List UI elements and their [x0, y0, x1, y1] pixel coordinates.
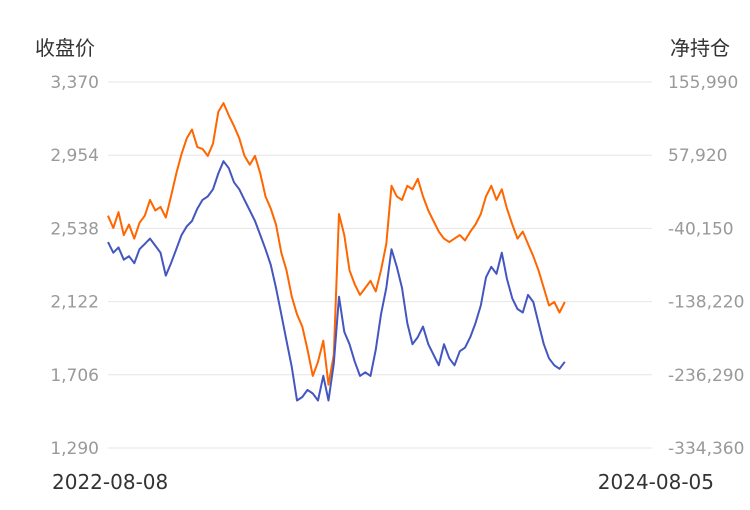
- series-line-1: [107, 102, 566, 386]
- left-tick-label: 2,954: [50, 146, 99, 166]
- right-tick-label: 155,990: [668, 73, 738, 93]
- left-tick-label: 2,538: [50, 219, 99, 239]
- left-tick-label: 1,706: [50, 366, 99, 386]
- series-line-2: [107, 160, 566, 402]
- x-end-label: 2024-08-05: [598, 470, 714, 494]
- right-tick-label: 57,920: [668, 146, 727, 166]
- right-tick-label: -334,360: [668, 439, 744, 459]
- left-axis-title: 收盘价: [35, 36, 95, 60]
- left-tick-label: 3,370: [50, 73, 99, 93]
- right-tick-label: -138,220: [668, 293, 744, 313]
- gridlines: [108, 81, 652, 449]
- left-tick-label: 2,122: [50, 293, 99, 313]
- right-axis-ticks: 155,990 57,920 -40,150 -138,220 -236,290 -334…: [668, 73, 744, 459]
- right-tick-label: -40,150: [668, 219, 734, 239]
- x-start-label: 2022-08-08: [52, 470, 168, 494]
- right-tick-label: -236,290: [668, 366, 744, 386]
- right-axis-title: 净持仓: [670, 36, 730, 60]
- left-tick-label: 1,290: [50, 439, 99, 459]
- left-axis-ticks: 3,370 2,954 2,538 2,122 1,706 1,290: [50, 73, 99, 459]
- series-lines: [107, 102, 566, 402]
